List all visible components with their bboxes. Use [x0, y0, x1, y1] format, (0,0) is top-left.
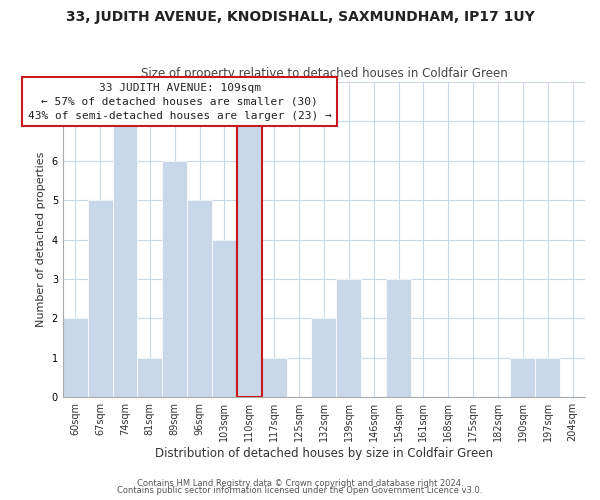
Bar — [212, 240, 237, 397]
Bar — [337, 279, 361, 397]
Y-axis label: Number of detached properties: Number of detached properties — [36, 152, 46, 328]
Bar — [113, 122, 137, 397]
Bar — [162, 161, 187, 397]
Bar — [311, 318, 337, 397]
Bar — [88, 200, 113, 397]
X-axis label: Distribution of detached houses by size in Coldfair Green: Distribution of detached houses by size … — [155, 447, 493, 460]
Bar — [535, 358, 560, 397]
Text: Contains HM Land Registry data © Crown copyright and database right 2024.: Contains HM Land Registry data © Crown c… — [137, 478, 463, 488]
Bar — [237, 122, 262, 397]
Text: 33 JUDITH AVENUE: 109sqm
← 57% of detached houses are smaller (30)
43% of semi-d: 33 JUDITH AVENUE: 109sqm ← 57% of detach… — [28, 83, 332, 121]
Bar — [237, 122, 262, 397]
Text: 33, JUDITH AVENUE, KNODISHALL, SAXMUNDHAM, IP17 1UY: 33, JUDITH AVENUE, KNODISHALL, SAXMUNDHA… — [65, 10, 535, 24]
Bar — [262, 358, 287, 397]
Bar — [137, 358, 162, 397]
Text: Contains public sector information licensed under the Open Government Licence v3: Contains public sector information licen… — [118, 486, 482, 495]
Title: Size of property relative to detached houses in Coldfair Green: Size of property relative to detached ho… — [140, 66, 507, 80]
Bar — [386, 279, 411, 397]
Bar — [63, 318, 88, 397]
Bar — [511, 358, 535, 397]
Bar — [187, 200, 212, 397]
